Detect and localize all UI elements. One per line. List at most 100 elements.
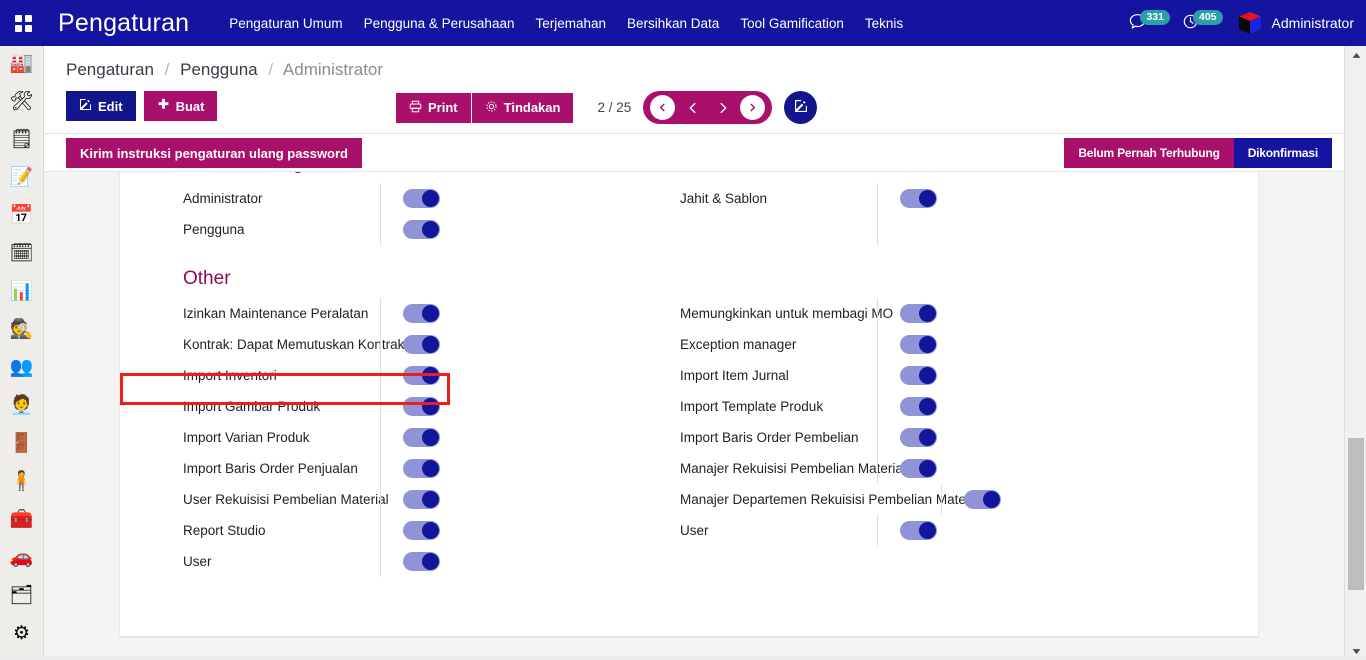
menu-item-bersihkan-data[interactable]: Bersihkan Data (627, 15, 720, 31)
setting-label: Import Item Jurnal (680, 368, 789, 383)
setting-toggle-report-studio[interactable] (403, 521, 440, 540)
setting-toggle-kontrak-dapat-memutuskan-kontrak[interactable] (403, 335, 440, 354)
setting-label: Import Gambar Produk (183, 399, 321, 414)
rail-item-calendar-icon[interactable]: 🗓 (9, 243, 34, 264)
setting-row: Kontrak: Dapat Memutuskan Kontrak (152, 329, 649, 360)
rail-item-employees-network-icon[interactable]: 👥 (9, 357, 34, 378)
group-other: Other Izinkan Maintenance Peralatan Kont… (120, 268, 1258, 577)
rail-item-dashboard-apps-icon[interactable]: 🗂 (9, 585, 34, 606)
setting-toggle-import-gambar-produk[interactable] (403, 397, 440, 416)
setting-control (877, 515, 1146, 546)
setting-label: User Rekuisisi Pembelian Material (183, 492, 389, 507)
rail-item-settings-icon[interactable]: ⚙ (12, 623, 31, 644)
setting-control (877, 391, 1146, 422)
rail-item-equipment-icon[interactable]: 🧰 (9, 509, 34, 530)
create-button[interactable]: Buat (143, 91, 218, 121)
navbar-right-tools: 331 405 Administrator (1129, 8, 1366, 38)
setting-row: Pengguna (152, 214, 649, 245)
print-button[interactable]: Print (396, 92, 471, 123)
rail-item-planning-icon[interactable]: 📝 (9, 167, 34, 188)
setting-row: Manajer Departemen Rekuisisi Pembelian M… (649, 484, 1146, 515)
record-pager: 2 / 25 (597, 91, 773, 124)
setting-toggle-pengguna[interactable] (403, 220, 440, 239)
rail-item-time-off-icon[interactable]: 🚪 (9, 433, 34, 454)
setting-toggle-exception-manager[interactable] (900, 335, 937, 354)
scrollbar-down-arrow[interactable] (1345, 642, 1366, 660)
scrollbar-up-arrow[interactable] (1345, 46, 1366, 64)
edit-button[interactable]: Edit (66, 91, 136, 121)
setting-toggle-import-item-jurnal[interactable] (900, 366, 937, 385)
breadcrumb-section[interactable]: Pengguna (180, 60, 258, 79)
setting-toggle-import-baris-order-pembelian[interactable] (900, 428, 937, 447)
setting-label: User (680, 523, 709, 538)
menu-item-teknis[interactable]: Teknis (864, 15, 904, 31)
messages-counter[interactable]: 331 (1129, 9, 1170, 33)
setting-toggle-user-left[interactable] (403, 552, 440, 571)
settings-scroll-area[interactable]: Manufacturing Administrator Pengguna (44, 172, 1344, 660)
pager-next-button[interactable] (710, 95, 735, 120)
chevron-right-icon (720, 102, 727, 113)
breadcrumb-root[interactable]: Pengaturan (66, 60, 154, 79)
app-brand-title: Pengaturan (58, 8, 190, 37)
rail-item-quality-icon[interactable]: 🗒 (9, 129, 34, 150)
setting-toggle-manajer-rekuisisi-pembelian-material[interactable] (900, 459, 937, 478)
setting-toggle-administrator[interactable] (403, 189, 440, 208)
setting-row: Import Baris Order Penjualan (152, 453, 649, 484)
setting-toggle-import-varian-produk[interactable] (403, 428, 440, 447)
pager-prev-button[interactable] (680, 95, 705, 120)
setting-row: Import Varian Produk (152, 422, 649, 453)
group-manufacturing-left-column: Administrator Pengguna (152, 183, 649, 245)
group-manufacturing-title: Manufacturing (152, 172, 1226, 175)
setting-toggle-import-inventori[interactable] (403, 366, 440, 385)
status-pill-never-connected[interactable]: Belum Pernah Terhubung (1064, 138, 1234, 168)
setting-control (877, 453, 1146, 484)
setting-toggle-memungkinkan-membagi-mo[interactable] (900, 304, 937, 323)
setting-label: User (183, 554, 212, 569)
scrollbar-thumb[interactable] (1348, 438, 1364, 590)
status-pill-confirmed[interactable]: Dikonfirmasi (1233, 138, 1332, 168)
activities-counter[interactable]: 405 (1182, 9, 1223, 33)
setting-toggle-manajer-departemen-rekuisisi-pembelian-material[interactable] (964, 490, 1001, 509)
rail-item-approvals-icon[interactable]: 🕵 (9, 319, 34, 340)
primary-button-row: Edit Buat (66, 91, 218, 121)
setting-control (380, 183, 649, 214)
setting-row: User Rekuisisi Pembelian Material (152, 484, 649, 515)
setting-row: Report Studio (152, 515, 649, 546)
rail-item-maintenance-icon[interactable]: 🛠 (9, 91, 34, 112)
group-other-title: Other (183, 268, 231, 289)
setting-label: Import Baris Order Penjualan (183, 461, 358, 476)
pager-last-button[interactable] (740, 95, 766, 120)
menu-item-pengaturan-umum[interactable]: Pengaturan Umum (229, 15, 343, 31)
action-button[interactable]: Tindakan (471, 92, 574, 123)
menu-item-terjemahan[interactable]: Terjemahan (535, 15, 607, 31)
setting-row: Import Gambar Produk (152, 391, 649, 422)
edit-fab-button[interactable] (784, 91, 818, 124)
menu-item-pengguna-perusahaan[interactable]: Pengguna & Perusahaan (363, 15, 515, 31)
rail-item-attendances-icon[interactable]: 🧍 (9, 471, 34, 492)
setting-toggle-jahit-sablon[interactable] (900, 189, 937, 208)
breadcrumb-current: Administrator (282, 60, 384, 79)
send-password-reset-button[interactable]: Kirim instruksi pengaturan ulang passwor… (66, 138, 362, 168)
pager-first-button[interactable] (650, 95, 676, 120)
setting-toggle-user-right[interactable] (900, 521, 937, 540)
pager-count-label: 2 / 25 (597, 100, 632, 115)
rail-item-calendar-schedule-icon[interactable]: 📅 (9, 205, 34, 226)
setting-toggle-user-rekuisisi-pembelian-material[interactable] (403, 490, 440, 509)
apps-grid-button[interactable] (0, 0, 46, 46)
user-menu[interactable]: Administrator (1235, 8, 1354, 38)
setting-toggle-import-template-produk[interactable] (900, 397, 937, 416)
rail-item-project-gantt-icon[interactable]: 📊 (9, 281, 34, 302)
setting-control (380, 298, 649, 329)
rail-item-manufacturing-icon[interactable]: 🏭 (9, 53, 34, 74)
pencil-square-icon (79, 98, 92, 114)
menu-item-tool-gamification[interactable]: Tool Gamification (740, 15, 844, 31)
vertical-scrollbar[interactable] (1344, 46, 1366, 660)
setting-row: User (152, 546, 649, 577)
setting-toggle-import-baris-order-penjualan[interactable] (403, 459, 440, 478)
rail-item-recruitment-icon[interactable]: 🧑‍💼 (9, 395, 34, 416)
setting-control (380, 515, 649, 546)
setting-toggle-izinkan-maintenance-peralatan[interactable] (403, 304, 440, 323)
setting-control (877, 183, 1146, 214)
rail-item-fleet-icon[interactable]: 🚗 (9, 547, 34, 568)
setting-label: Import Template Produk (680, 399, 824, 414)
